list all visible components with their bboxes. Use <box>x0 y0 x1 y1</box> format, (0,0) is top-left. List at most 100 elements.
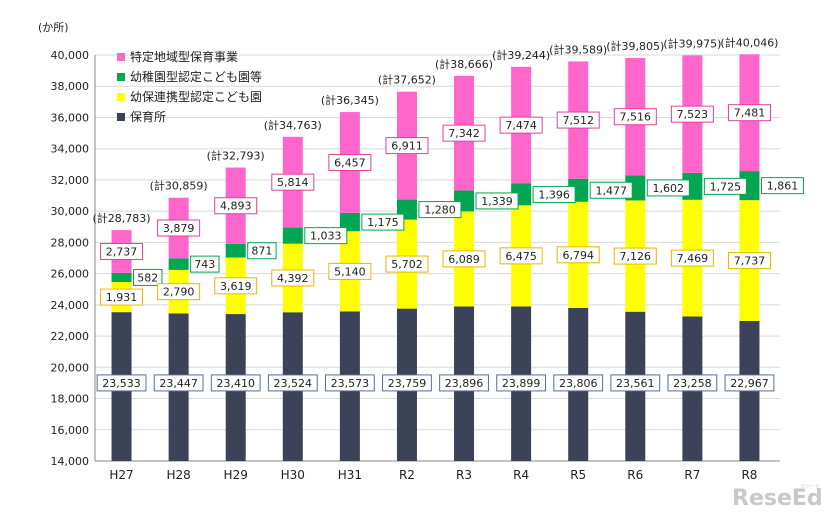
bar-segment <box>282 227 303 244</box>
y-tick-label: 22,000 <box>51 330 90 343</box>
y-tick-label: 20,000 <box>51 361 90 374</box>
data-label-yohorenkei: 7,737 <box>727 252 771 270</box>
legend-item: 幼保連携型認定こども園 <box>117 89 262 104</box>
data-label-yochien: 871 <box>247 242 277 260</box>
data-label-yochien-text: 1,339 <box>481 195 513 208</box>
y-tick-label: 28,000 <box>51 236 90 249</box>
data-label-yohorenkei: 2,790 <box>157 283 201 301</box>
watermark-text: ReseEd <box>732 486 823 511</box>
data-label-yochien: 1,602 <box>646 179 690 197</box>
data-label-chiiki-text: 7,474 <box>505 119 537 132</box>
legend-label: 特定地域型保育事業 <box>130 49 238 64</box>
data-label-chiiki: 7,512 <box>556 111 600 129</box>
total-label: (計39,589) <box>549 42 607 56</box>
data-label-chiiki-box <box>100 243 144 261</box>
data-label-yochien: 1,280 <box>418 201 462 219</box>
total-label: (計39,975) <box>663 36 721 50</box>
legend-item: 特定地域型保育事業 <box>117 49 238 64</box>
data-label-yohorenkei-text: 4,392 <box>277 272 309 285</box>
data-label-yochien: 1,339 <box>475 192 519 210</box>
data-label-chiiki-text: 6,457 <box>334 156 366 169</box>
x-tick-label: R3 <box>456 468 472 482</box>
data-label-yohorenkei-box <box>727 252 771 270</box>
data-label-yohorenkei-box <box>385 255 429 273</box>
legend-swatch <box>117 93 125 101</box>
data-label-hoikusho: 23,533 <box>96 374 147 392</box>
bar-segment <box>111 272 132 282</box>
x-tick-label: H28 <box>166 468 190 482</box>
data-label-hoikusho-box <box>610 374 661 392</box>
watermark-subtext: リシード <box>800 484 820 490</box>
data-label-hoikusho: 23,561 <box>610 374 661 392</box>
data-label-yochien-text: 871 <box>251 245 272 258</box>
data-label-yohorenkei-text: 1,931 <box>106 291 138 304</box>
data-label-yochien-text: 1,033 <box>310 230 342 243</box>
data-label-yohorenkei-text: 5,140 <box>334 265 366 278</box>
data-label-hoikusho-box <box>324 374 375 392</box>
data-label-yohorenkei-box <box>271 269 315 287</box>
data-label-yochien: 743 <box>190 255 220 273</box>
x-tick-label: H29 <box>224 468 248 482</box>
data-label-hoikusho-text: 23,524 <box>274 377 313 390</box>
data-label-hoikusho-box <box>382 374 432 392</box>
legend-label: 保育所 <box>130 109 166 124</box>
data-label-hoikusho-text: 23,447 <box>159 377 198 390</box>
data-label-hoikusho-box <box>267 374 318 392</box>
data-label-yohorenkei: 5,702 <box>385 255 429 273</box>
y-tick-label: 18,000 <box>51 393 90 406</box>
legend-label: 幼稚園型認定こども園等 <box>130 69 262 84</box>
x-axis: H27 H28 H29 H30 H31 R2 R3 R4 R5 R6 R7 R8 <box>109 468 757 482</box>
data-label-chiiki: 7,523 <box>670 105 714 123</box>
y-unit-label: (か所) <box>38 21 69 34</box>
data-label-hoikusho: 23,410 <box>210 374 261 392</box>
total-labels: (計28,783) (計30,859) (計32,793) (計34,763) (計36… <box>93 35 779 225</box>
data-label-yochien-box <box>589 181 633 199</box>
data-label-yochien-box <box>190 255 220 273</box>
data-label-chiiki-box <box>328 153 372 171</box>
x-tick-label: R7 <box>684 468 700 482</box>
data-label-hoikusho: 23,899 <box>496 374 547 392</box>
data-label-chiiki-box <box>556 111 600 129</box>
data-label-hoikusho-text: 23,410 <box>216 377 255 390</box>
data-label-yohorenkei: 4,392 <box>271 269 315 287</box>
data-label-yochien-text: 582 <box>137 271 158 284</box>
x-tick-label: H27 <box>109 468 133 482</box>
data-label-yochien: 1,396 <box>532 185 576 203</box>
data-label-hoikusho-box <box>96 374 147 392</box>
data-label-yohorenkei-text: 6,089 <box>448 253 480 266</box>
data-label-chiiki: 6,911 <box>385 137 429 155</box>
data-label-chiiki-box <box>670 105 714 123</box>
data-label-yohorenkei: 1,931 <box>100 288 144 306</box>
total-label: (計37,652) <box>378 73 436 87</box>
total-label: (計30,859) <box>150 179 208 193</box>
bar-segment <box>225 243 246 258</box>
data-label-yochien-text: 1,396 <box>538 188 570 201</box>
data-label-yohorenkei-box <box>556 246 600 264</box>
data-label-chiiki: 7,481 <box>727 104 771 122</box>
data-label-hoikusho: 23,759 <box>382 374 432 392</box>
data-label-yochien: 1,033 <box>304 227 348 245</box>
data-label-yohorenkei-box <box>157 283 201 301</box>
data-label-hoikusho-text: 23,533 <box>102 377 141 390</box>
x-tick-label: R8 <box>741 468 757 482</box>
data-label-yochien-text: 1,175 <box>367 216 399 229</box>
data-label-chiiki: 3,879 <box>157 219 201 237</box>
data-label-hoikusho-box <box>210 374 261 392</box>
data-label-hoikusho-text: 23,759 <box>388 377 427 390</box>
data-label-chiiki-text: 7,523 <box>677 108 709 121</box>
data-label-chiiki-text: 5,814 <box>277 176 309 189</box>
x-tick-label: H31 <box>338 468 362 482</box>
data-label-chiiki-text: 3,879 <box>163 222 195 235</box>
watermark-logo: ReseEd リシード <box>732 484 823 511</box>
y-tick-label: 30,000 <box>51 205 90 218</box>
x-tick-label: R6 <box>627 468 643 482</box>
data-label-hoikusho-box <box>667 374 718 392</box>
total-label: (計36,345) <box>321 93 379 107</box>
data-label-hoikusho: 23,447 <box>153 374 204 392</box>
y-tick-label: 26,000 <box>51 268 90 281</box>
data-label-chiiki-text: 7,512 <box>562 114 594 127</box>
total-label: (計38,666) <box>435 57 493 71</box>
data-label-chiiki-text: 6,911 <box>391 140 423 153</box>
legend-item: 保育所 <box>117 109 166 124</box>
gridlines <box>95 54 780 462</box>
